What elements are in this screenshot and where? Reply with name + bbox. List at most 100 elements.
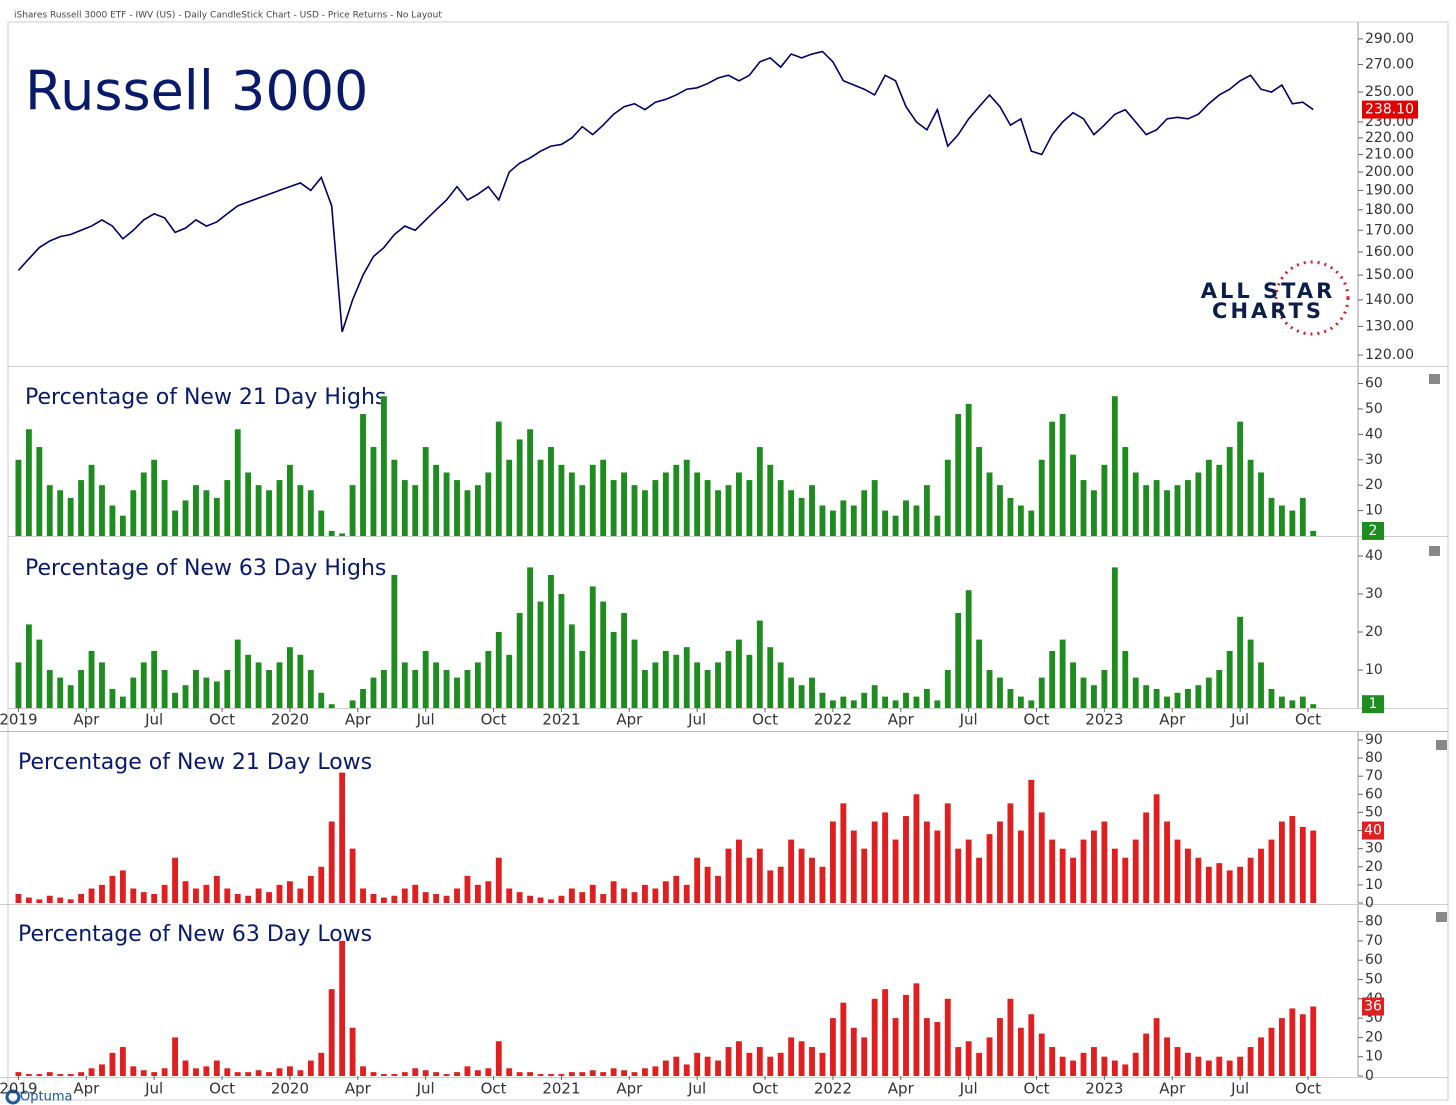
x-tick-label: Apr (616, 711, 643, 729)
y-tick-label: 40 (1365, 548, 1383, 564)
bar (380, 670, 387, 708)
bar (422, 892, 429, 903)
bar (767, 870, 774, 903)
bar (997, 485, 1003, 536)
bar (412, 670, 419, 708)
bar (1195, 857, 1202, 903)
bar (78, 480, 85, 536)
bar (276, 884, 283, 903)
last-value-badge (1362, 100, 1418, 119)
bar (516, 439, 523, 536)
bar (193, 888, 199, 903)
bar (349, 1027, 356, 1076)
bar (234, 893, 241, 903)
bar (88, 1068, 95, 1076)
bar (130, 1066, 137, 1076)
bar (986, 834, 993, 903)
bar (1101, 464, 1108, 536)
bar (871, 821, 878, 903)
lock-icon (1429, 546, 1440, 556)
bar (1278, 821, 1285, 903)
bar (621, 613, 627, 708)
bar (537, 601, 544, 708)
bar (140, 472, 147, 536)
bar (349, 700, 356, 708)
y-tick-label: 10 (1365, 662, 1383, 678)
bar (25, 897, 32, 903)
bar (736, 472, 742, 536)
bar (1226, 1060, 1233, 1076)
bar (349, 485, 356, 536)
x-tick-label: 2023 (1085, 711, 1123, 729)
bar (495, 857, 502, 903)
bar (568, 624, 575, 708)
bar (955, 613, 962, 708)
bar (861, 490, 868, 536)
bar (1080, 839, 1087, 903)
bar (704, 1056, 711, 1076)
bar (694, 472, 701, 536)
bar (871, 480, 878, 536)
bar (840, 696, 847, 708)
bar (1101, 821, 1108, 903)
bar (1070, 454, 1076, 536)
bar (1289, 1008, 1296, 1076)
y-tick-label: 50 (1365, 401, 1383, 417)
bar (1278, 505, 1285, 536)
bar (203, 1066, 210, 1076)
bar (36, 899, 43, 903)
bar (130, 888, 137, 903)
bar (892, 515, 899, 536)
bar (527, 429, 534, 536)
bar (297, 888, 304, 903)
bar (213, 681, 220, 708)
y-tick-label: 80 (1365, 750, 1383, 766)
bar (850, 505, 857, 536)
bar (631, 1072, 638, 1076)
bar (443, 670, 450, 708)
bar (548, 1074, 554, 1076)
bar (976, 857, 983, 903)
bar (767, 464, 774, 536)
x-tick-label: 2022 (814, 711, 852, 729)
bar (245, 1072, 252, 1076)
bar (1070, 857, 1076, 903)
bar (934, 1021, 941, 1076)
bar (245, 654, 252, 708)
bar (1258, 472, 1264, 536)
bar (255, 485, 262, 536)
bar (548, 575, 554, 708)
bar (548, 447, 554, 536)
bar (1101, 670, 1108, 708)
bar (871, 685, 878, 708)
x-tick-label: Jul (959, 1080, 978, 1098)
bar (767, 647, 774, 708)
bar (965, 1041, 972, 1076)
bar (370, 1072, 377, 1076)
bar (997, 821, 1003, 903)
y-tick-label: 50 (1365, 971, 1383, 987)
bar (276, 1068, 283, 1076)
bar (694, 662, 701, 708)
bar (715, 875, 721, 903)
logo-ring (1274, 260, 1350, 336)
bar (1268, 497, 1275, 536)
bar (99, 662, 105, 708)
bar (245, 895, 252, 903)
bar (558, 1074, 565, 1076)
bar (1216, 1056, 1223, 1076)
bar (1226, 651, 1233, 708)
y-tick-label: 20 (1365, 859, 1383, 875)
bar (965, 590, 972, 708)
x-tick-label: Oct (1295, 711, 1321, 729)
panel-title: Percentage of New 63 Day Highs (25, 556, 386, 581)
bar (1111, 848, 1118, 903)
bar (433, 464, 440, 536)
bar (1216, 464, 1223, 536)
bar (600, 601, 607, 708)
x-tick-label: Oct (209, 1080, 235, 1098)
bar (57, 1074, 64, 1076)
bar (840, 803, 847, 903)
bar (172, 1037, 178, 1076)
bar (182, 685, 189, 708)
